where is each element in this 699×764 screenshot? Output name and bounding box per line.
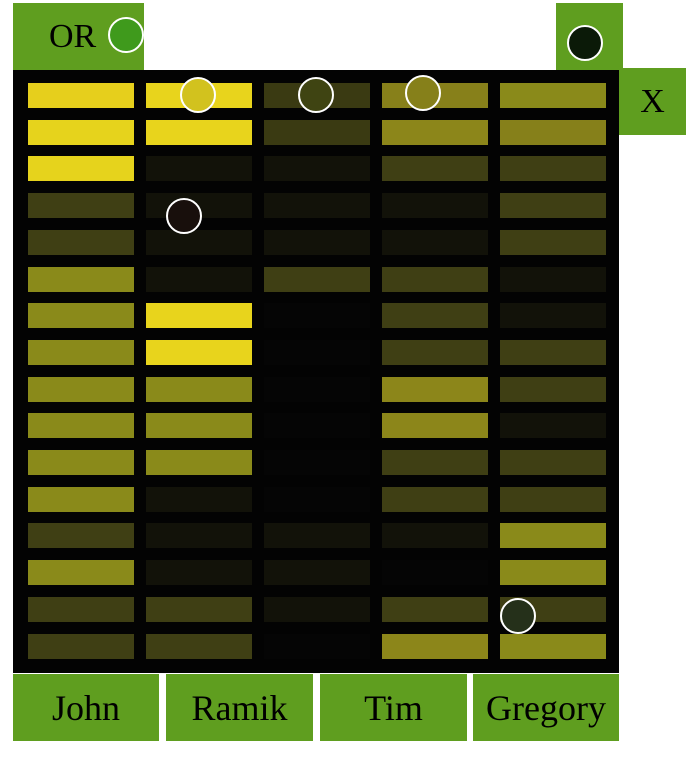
board-cell[interactable]: [382, 267, 488, 292]
board-cell[interactable]: [264, 634, 370, 659]
board-cell[interactable]: [500, 303, 606, 328]
board-cell[interactable]: [28, 560, 134, 585]
board-cell[interactable]: [146, 523, 252, 548]
board-cell[interactable]: [264, 156, 370, 181]
board-cell[interactable]: [146, 303, 252, 328]
board-cell[interactable]: [500, 230, 606, 255]
board-cell[interactable]: [382, 560, 488, 585]
board-cell[interactable]: [146, 634, 252, 659]
board-cell[interactable]: [264, 303, 370, 328]
board-cell[interactable]: [382, 193, 488, 218]
board-cell[interactable]: [146, 450, 252, 475]
board-cell[interactable]: [500, 523, 606, 548]
marker-ramik-dark[interactable]: [166, 198, 202, 234]
or-marker[interactable]: [108, 17, 144, 53]
board-cell[interactable]: [28, 267, 134, 292]
board-cell[interactable]: [382, 377, 488, 402]
board-cell[interactable]: [146, 597, 252, 622]
x-label: X: [640, 82, 665, 120]
player-label-tim: Tim: [364, 687, 423, 728]
board-cell[interactable]: [28, 303, 134, 328]
board-cell[interactable]: [500, 487, 606, 512]
game-board: [13, 70, 619, 673]
player-tab-tim[interactable]: Tim: [320, 674, 467, 741]
board-cell[interactable]: [28, 597, 134, 622]
board-cell[interactable]: [500, 120, 606, 145]
board-cell[interactable]: [264, 230, 370, 255]
player-tab-gregory[interactable]: Gregory: [473, 674, 619, 741]
board-cell[interactable]: [146, 560, 252, 585]
board-cell[interactable]: [264, 120, 370, 145]
board-cell[interactable]: [500, 450, 606, 475]
board-cell[interactable]: [28, 377, 134, 402]
player-tab-ramik[interactable]: Ramik: [166, 674, 313, 741]
board-cell[interactable]: [382, 634, 488, 659]
board-cell[interactable]: [500, 560, 606, 585]
board-cell[interactable]: [28, 450, 134, 475]
board-cell[interactable]: [264, 413, 370, 438]
board-cell[interactable]: [382, 156, 488, 181]
board-cell[interactable]: [500, 267, 606, 292]
board-cell[interactable]: [264, 450, 370, 475]
board-cell[interactable]: [264, 193, 370, 218]
board-cell[interactable]: [28, 120, 134, 145]
board-cell[interactable]: [28, 193, 134, 218]
board-cell[interactable]: [500, 83, 606, 108]
board-cell[interactable]: [382, 597, 488, 622]
board-cell[interactable]: [500, 156, 606, 181]
board-cell[interactable]: [146, 340, 252, 365]
board-cell[interactable]: [28, 340, 134, 365]
marker-gregory-bottom[interactable]: [500, 598, 536, 634]
board-cell[interactable]: [264, 340, 370, 365]
or-label: OR: [49, 17, 97, 55]
x-button[interactable]: X: [619, 68, 686, 135]
board-cell[interactable]: [146, 267, 252, 292]
board-cell[interactable]: [146, 377, 252, 402]
top-right-marker[interactable]: [567, 25, 603, 61]
board-cell[interactable]: [146, 230, 252, 255]
board-cell[interactable]: [146, 120, 252, 145]
board-cell[interactable]: [382, 340, 488, 365]
board-cell[interactable]: [264, 597, 370, 622]
board-cell[interactable]: [28, 634, 134, 659]
board-cell[interactable]: [382, 413, 488, 438]
player-label-ramik: Ramik: [191, 687, 288, 728]
board-cell[interactable]: [28, 83, 134, 108]
board-cell[interactable]: [500, 377, 606, 402]
marker-ramik-top[interactable]: [180, 77, 216, 113]
board-cell[interactable]: [382, 120, 488, 145]
board-cell[interactable]: [264, 523, 370, 548]
board-cell[interactable]: [28, 487, 134, 512]
marker-mid-top[interactable]: [298, 77, 334, 113]
board-cell[interactable]: [28, 156, 134, 181]
board-cell[interactable]: [382, 523, 488, 548]
board-cell[interactable]: [500, 634, 606, 659]
board-cell[interactable]: [28, 230, 134, 255]
board-cell[interactable]: [28, 523, 134, 548]
board-cell[interactable]: [382, 487, 488, 512]
board-cell[interactable]: [28, 413, 134, 438]
board-cell[interactable]: [500, 340, 606, 365]
board-cell[interactable]: [500, 413, 606, 438]
player-label-gregory: Gregory: [486, 687, 606, 728]
player-tab-john[interactable]: John: [13, 674, 159, 741]
board-cell[interactable]: [382, 230, 488, 255]
board-cell[interactable]: [146, 156, 252, 181]
board-cell[interactable]: [264, 377, 370, 402]
board-cell[interactable]: [382, 303, 488, 328]
board-cell[interactable]: [500, 193, 606, 218]
marker-tim-top[interactable]: [405, 75, 441, 111]
board-cell[interactable]: [264, 267, 370, 292]
board-cell[interactable]: [146, 487, 252, 512]
board-cell[interactable]: [382, 450, 488, 475]
board-cell[interactable]: [264, 487, 370, 512]
player-label-john: John: [51, 687, 120, 728]
board-cell[interactable]: [264, 560, 370, 585]
board-cell[interactable]: [146, 413, 252, 438]
